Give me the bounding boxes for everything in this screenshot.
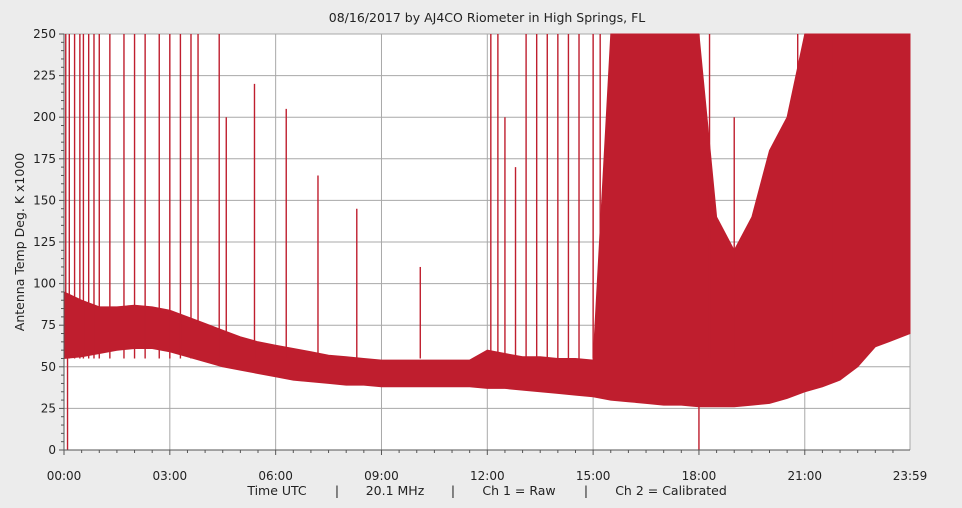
y-axis-label: Antenna Temp Deg. K x1000 xyxy=(12,153,27,331)
y-tick-label: 75 xyxy=(41,318,56,332)
y-tick-label: 150 xyxy=(33,193,56,207)
x-tick-label: 09:00 xyxy=(364,469,399,483)
y-tick-label: 100 xyxy=(33,277,56,291)
footer-separator: | xyxy=(451,483,455,498)
x-tick-label: 00:00 xyxy=(47,469,82,483)
x-tick-label: 18:00 xyxy=(682,469,717,483)
footer-label: Time UTC xyxy=(246,483,307,498)
y-tick-label: 50 xyxy=(41,360,56,374)
footer-label: 20.1 MHz xyxy=(366,483,425,498)
x-tick-label: 06:00 xyxy=(258,469,293,483)
x-tick-label: 21:00 xyxy=(787,469,822,483)
y-tick-label: 125 xyxy=(33,235,56,249)
chart-title: 08/16/2017 by AJ4CO Riometer in High Spr… xyxy=(329,10,645,25)
footer-label: Ch 1 = Raw xyxy=(482,483,555,498)
y-tick-label: 0 xyxy=(48,443,56,457)
footer-separator: | xyxy=(584,483,588,498)
y-tick-label: 225 xyxy=(33,69,56,83)
y-tick-label: 250 xyxy=(33,27,56,41)
footer-separator: | xyxy=(335,483,339,498)
y-tick-label: 200 xyxy=(33,110,56,124)
x-tick-label: 12:00 xyxy=(470,469,505,483)
x-tick-label: 03:00 xyxy=(153,469,188,483)
x-tick-label: 15:00 xyxy=(576,469,611,483)
x-tick-label: 23:59 xyxy=(893,469,928,483)
footer-label: Ch 2 = Calibrated xyxy=(615,483,727,498)
y-tick-label: 25 xyxy=(41,401,56,415)
y-tick-label: 175 xyxy=(33,152,56,166)
